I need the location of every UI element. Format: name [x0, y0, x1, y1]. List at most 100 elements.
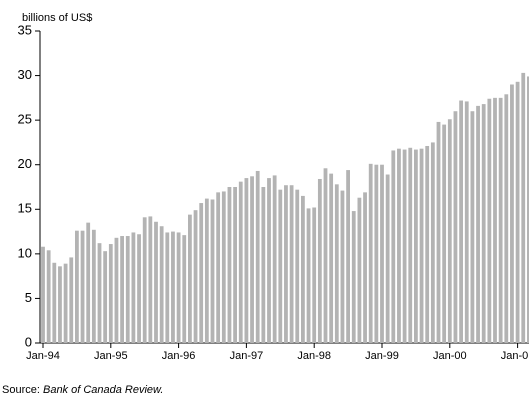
bar: [52, 262, 57, 343]
y-tick-label: 25: [18, 112, 32, 127]
bar: [97, 243, 102, 343]
bar: [250, 176, 254, 343]
source: Source: Bank of Canada Review.: [2, 384, 163, 396]
bar: [75, 230, 79, 343]
bar: [289, 185, 294, 343]
bar: [453, 111, 458, 343]
bar: [125, 236, 130, 343]
bar: [86, 222, 91, 343]
bar: [80, 230, 85, 343]
bar: [351, 211, 356, 343]
bar: [137, 234, 141, 343]
bar: [165, 232, 170, 343]
bar: [510, 84, 514, 343]
bar: [227, 187, 232, 343]
bar: [317, 178, 322, 343]
bar: [340, 190, 345, 343]
bar: [419, 148, 424, 343]
x-tick-label: Jan-95: [94, 350, 128, 362]
bar: [442, 124, 447, 343]
bar: [142, 217, 147, 343]
bar: [346, 170, 350, 343]
x-tick-label: Jan-99: [365, 350, 399, 362]
bar: [267, 178, 271, 343]
bar: [402, 149, 407, 343]
bar: [430, 142, 435, 343]
y-tick-label: 20: [18, 156, 32, 171]
bar: [504, 94, 509, 343]
bar: [408, 147, 413, 343]
y-axis-label: billions of US$: [22, 12, 92, 24]
bar: [414, 149, 418, 343]
bar: [357, 197, 362, 343]
bar: [272, 175, 277, 343]
x-tick-label: Jan-98: [297, 350, 331, 362]
bar: [493, 97, 497, 343]
bar: [295, 189, 300, 343]
bar: [498, 97, 503, 343]
bar: [41, 246, 45, 343]
bar: [521, 72, 526, 343]
bar: [255, 170, 260, 343]
x-tick-label: Jan-97: [230, 350, 264, 362]
bar: [204, 198, 209, 343]
bar: [148, 216, 153, 343]
source-label: Source:: [2, 384, 40, 396]
x-tick-label: Jan-01: [501, 350, 529, 362]
bar: [527, 76, 529, 343]
bar: [238, 181, 243, 343]
x-tick-label: Jan-96: [162, 350, 196, 362]
bar: [334, 184, 339, 343]
y-tick-label: 0: [25, 334, 32, 349]
bar: [182, 235, 187, 343]
bar: [261, 187, 266, 343]
bar: [176, 232, 181, 343]
bar: [63, 263, 68, 343]
bar: [329, 173, 334, 343]
bar: [103, 251, 108, 343]
y-tick-label: 10: [18, 245, 32, 260]
bar: [476, 105, 480, 343]
bar: [188, 214, 192, 343]
bar: [278, 189, 283, 343]
bar: [464, 101, 469, 344]
bar: [487, 98, 492, 344]
bar: [159, 226, 164, 343]
bar: [216, 192, 221, 343]
bar: [233, 187, 237, 343]
bar: [425, 145, 430, 343]
bar: [481, 104, 486, 344]
bar: [131, 232, 136, 343]
bar: [210, 199, 215, 343]
bar: [368, 163, 373, 343]
bar: [171, 231, 175, 343]
bar: [470, 111, 475, 343]
bar: [363, 192, 367, 343]
bar: [301, 195, 305, 343]
bar: [323, 168, 328, 343]
bar: [436, 121, 441, 343]
bar: [244, 178, 249, 343]
bar: [69, 257, 74, 343]
bar: [459, 100, 463, 343]
bar: [380, 164, 384, 343]
bar: [193, 210, 198, 343]
bar: [374, 164, 379, 343]
bar: [154, 221, 158, 343]
x-tick-label: Jan-00: [433, 350, 467, 362]
y-tick-label: 35: [18, 22, 32, 37]
bar: [284, 185, 288, 343]
bar: [312, 207, 317, 343]
y-tick-label: 5: [25, 290, 32, 305]
bar: [397, 148, 401, 343]
bar: [108, 244, 113, 343]
bar: [91, 229, 96, 343]
bar: [385, 174, 390, 343]
bar: [221, 191, 226, 343]
bar: [391, 150, 396, 343]
bar: [199, 203, 204, 343]
bar: [515, 81, 520, 343]
x-tick-label: Jan-94: [26, 350, 60, 362]
bar: [447, 119, 452, 343]
